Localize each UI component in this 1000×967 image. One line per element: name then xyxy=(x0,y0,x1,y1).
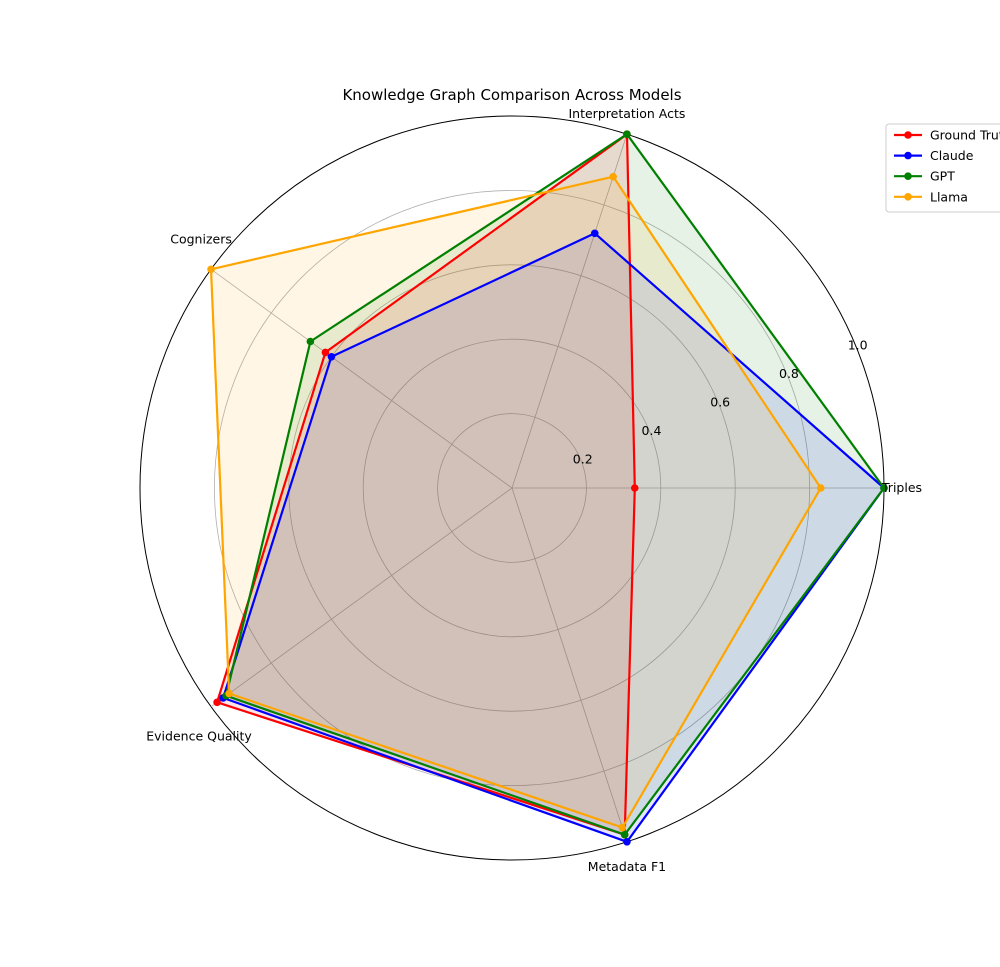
spoke-3 xyxy=(210,269,513,489)
series-fill-4 xyxy=(211,176,821,828)
axis-label-4: Evidence Quality xyxy=(146,729,252,744)
legend-label-2: Claude xyxy=(930,148,974,163)
series-2-point-3 xyxy=(327,353,336,361)
chart-title: Knowledge Graph Comparison Across Models xyxy=(342,86,681,104)
spoke-5 xyxy=(511,487,628,842)
radar-grid xyxy=(139,115,885,861)
r-tick-label: 0.4 xyxy=(642,423,662,438)
series-4-point-2 xyxy=(609,172,617,181)
legend-marker-4 xyxy=(904,193,912,201)
legend-label-1: Ground Truth xyxy=(930,128,1000,143)
axis-label-2: Interpretation Acts xyxy=(568,106,685,121)
axis-label-3: Cognizers xyxy=(170,231,232,246)
series-4-point-1 xyxy=(816,484,825,492)
series-1-point-4 xyxy=(213,698,221,707)
r-tick-label: 0.2 xyxy=(573,452,593,467)
series-fill-2 xyxy=(223,233,885,842)
legend-label-4: Llama xyxy=(930,189,968,204)
axis-label-5: Metadata F1 xyxy=(588,859,666,874)
series-line-4 xyxy=(209,175,822,829)
legend-marker-1 xyxy=(904,131,912,139)
series-3-point-5 xyxy=(620,830,629,839)
series-1-point-1 xyxy=(630,484,639,492)
legend: Ground Truth Claude GPT Llama xyxy=(885,123,1000,213)
series-2-point-5 xyxy=(623,837,631,846)
series-line-2 xyxy=(222,232,886,843)
r-tick-label: 0.6 xyxy=(710,395,730,410)
axis-label-1: Triples xyxy=(881,480,922,495)
series-3-point-1 xyxy=(880,484,888,492)
series-1-point-3 xyxy=(321,348,330,357)
series-line-3 xyxy=(225,133,886,836)
series-2-point-2 xyxy=(590,229,599,238)
series-line-1 xyxy=(216,133,636,836)
legend-frame xyxy=(885,123,1000,213)
series-3-point-2 xyxy=(623,130,631,139)
r-tick-label: 0.8 xyxy=(779,366,799,381)
series-fill-1 xyxy=(217,134,635,835)
r-tick-label: 1.0 xyxy=(848,338,868,353)
spoke-2 xyxy=(511,134,628,489)
legend-marker-3 xyxy=(904,172,912,180)
series-4-point-4 xyxy=(225,689,233,698)
series-4-point-5 xyxy=(618,823,627,832)
series-4-point-3 xyxy=(207,265,215,274)
series-3-point-3 xyxy=(306,337,315,346)
series-layer xyxy=(207,130,888,846)
spoke-4 xyxy=(210,487,513,707)
legend-marker-2 xyxy=(904,151,912,160)
axis-labels: 0.2 0.4 0.6 0.8 1.0 Triples Interpretation Act… xyxy=(146,106,922,874)
legend-label-3: GPT xyxy=(930,169,955,184)
